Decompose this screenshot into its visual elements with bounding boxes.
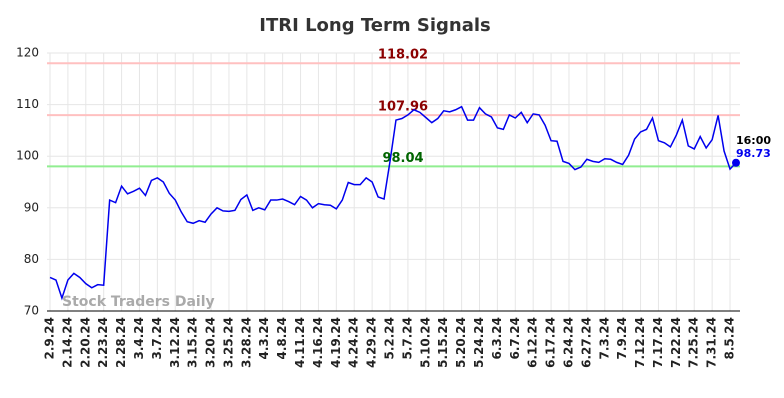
last-value: 98.73 [736, 147, 771, 160]
x-tick-label: 5.24.24 [472, 317, 486, 368]
x-tick-label: 5.15.24 [436, 317, 450, 368]
x-tick-label: 8.5.24 [723, 317, 737, 360]
x-tick-label: 2.9.24 [43, 317, 57, 360]
x-tick-label: 7.12.24 [633, 317, 647, 368]
x-tick-label: 2.20.24 [78, 317, 92, 368]
y-tick-label: 70 [24, 304, 39, 318]
y-tick-label: 120 [16, 46, 39, 60]
x-tick-label: 5.7.24 [400, 317, 414, 360]
x-tick-label: 7.25.24 [687, 317, 701, 368]
x-tick-label: 3.15.24 [186, 317, 200, 368]
x-tick-label: 3.28.24 [239, 317, 253, 368]
reference-label: 98.04 [382, 151, 423, 166]
x-tick-label: 6.3.24 [490, 317, 504, 360]
x-tick-label: 2.14.24 [60, 317, 74, 368]
x-tick-label: 3.7.24 [150, 317, 164, 360]
x-tick-label: 4.19.24 [329, 317, 343, 368]
x-tick-label: 6.24.24 [561, 317, 575, 368]
reference-label: 118.02 [378, 48, 428, 63]
x-tick-label: 5.20.24 [454, 317, 468, 368]
x-tick-label: 2.28.24 [114, 317, 128, 368]
watermark: Stock Traders Daily [62, 294, 215, 310]
x-tick-label: 3.20.24 [204, 317, 218, 368]
y-tick-label: 80 [24, 252, 39, 266]
x-tick-label: 3.4.24 [132, 317, 146, 360]
y-tick-label: 110 [16, 97, 39, 111]
x-tick-label: 7.22.24 [669, 317, 683, 368]
x-tick-label: 7.31.24 [705, 317, 719, 368]
x-tick-label: 4.24.24 [347, 317, 361, 368]
x-tick-label: 4.3.24 [257, 317, 271, 360]
x-tick-label: 4.29.24 [365, 317, 379, 368]
x-tick-label: 6.7.24 [508, 317, 522, 360]
last-time: 16:00 [736, 134, 771, 147]
x-tick-label: 6.27.24 [579, 317, 593, 368]
x-tick-label: 4.8.24 [275, 317, 289, 360]
x-tick-label: 6.12.24 [526, 317, 540, 368]
x-tick-label: 6.17.24 [544, 317, 558, 368]
x-tick-label: 5.10.24 [418, 317, 432, 368]
x-tick-label: 3.25.24 [221, 317, 235, 368]
price-line [49, 105, 737, 301]
x-tick-label: 4.16.24 [311, 317, 325, 368]
x-tick-label: 3.12.24 [168, 317, 182, 368]
x-tick-label: 2.23.24 [96, 317, 110, 368]
y-tick-label: 90 [24, 200, 39, 214]
last-point [732, 158, 740, 167]
x-tick-label: 4.11.24 [293, 317, 307, 368]
x-tick-label: 7.3.24 [597, 317, 611, 360]
x-tick-label: 7.9.24 [615, 317, 629, 360]
x-tick-label: 7.17.24 [651, 317, 665, 368]
x-tick-label: 5.2.24 [383, 317, 397, 360]
y-tick-label: 100 [16, 149, 39, 163]
chart-title: ITRI Long Term Signals [259, 15, 490, 36]
